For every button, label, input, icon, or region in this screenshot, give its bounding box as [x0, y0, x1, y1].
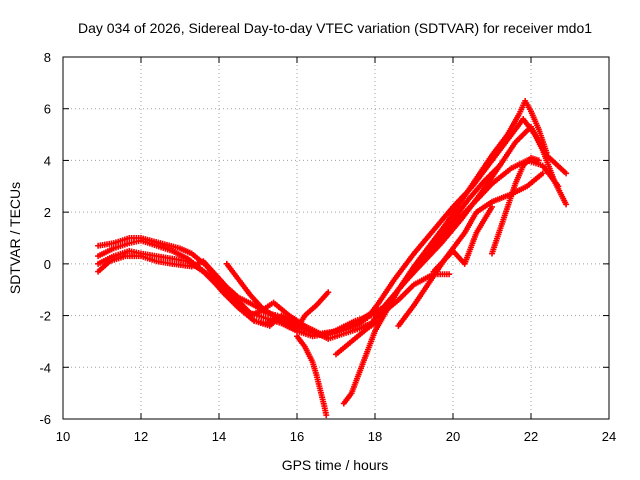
y-tick-label: -4 — [39, 360, 51, 375]
x-tick-label: 20 — [446, 429, 460, 444]
x-tick-label: 16 — [290, 429, 304, 444]
data-point-marker — [323, 412, 330, 419]
x-tick-label: 18 — [368, 429, 382, 444]
series-track-l — [430, 203, 495, 275]
y-tick-label: 4 — [44, 153, 51, 168]
data-point-marker — [489, 203, 495, 210]
data-point-marker — [539, 170, 546, 177]
x-tick-label: 12 — [134, 429, 148, 444]
data-point-marker — [543, 149, 550, 156]
chart-title: Day 034 of 2026, Sidereal Day-to-day VTE… — [78, 20, 592, 36]
x-axis-label: GPS time / hours — [282, 457, 389, 473]
data-point-marker — [563, 201, 570, 208]
y-axis-label: SDTVAR / TECUs — [7, 182, 23, 294]
data-point-marker — [535, 157, 542, 164]
data-point-marker — [496, 162, 503, 169]
y-tick-label: 0 — [44, 257, 51, 272]
data-point-marker — [563, 170, 570, 177]
data-series — [95, 97, 570, 419]
data-point-marker — [446, 271, 453, 278]
series-track-i — [340, 97, 550, 407]
y-tick-label: -6 — [39, 412, 51, 427]
x-tick-label: 10 — [56, 429, 70, 444]
series-track-g — [294, 333, 330, 419]
y-tick-label: -2 — [39, 309, 51, 324]
y-tick-label: 8 — [44, 50, 51, 65]
y-tick-label: 2 — [44, 205, 51, 220]
plot-frame — [62, 56, 610, 420]
grid-lines — [63, 57, 609, 419]
x-tick-label: 22 — [524, 429, 538, 444]
data-point-marker — [555, 183, 562, 190]
y-tick-label: 6 — [44, 102, 51, 117]
data-point-marker — [290, 322, 297, 329]
x-tick-label: 14 — [212, 429, 226, 444]
data-point-marker — [325, 289, 332, 296]
x-tick-label: 24 — [602, 429, 616, 444]
series-track-f — [216, 281, 297, 329]
series-track-k — [489, 154, 542, 257]
